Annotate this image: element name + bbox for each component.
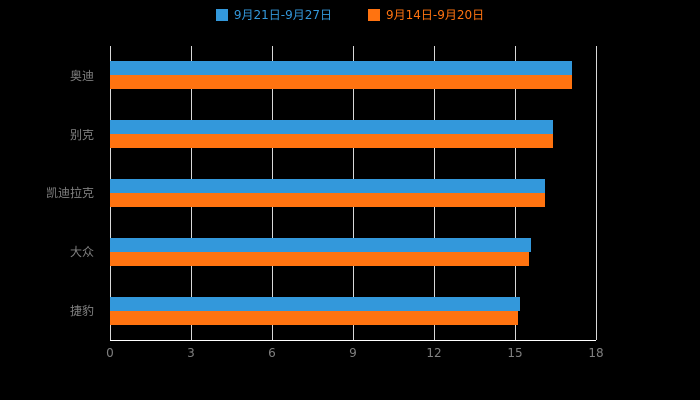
x-tick-label: 12 [426,346,442,360]
plot-area [110,46,597,341]
bar[interactable] [110,120,553,135]
x-tick-label: 0 [106,346,114,360]
x-tick-label: 3 [187,346,195,360]
gridline [596,46,597,340]
bar[interactable] [110,310,518,325]
bar[interactable] [110,296,521,311]
bar[interactable] [110,75,572,90]
category-label: 凯迪拉克 [45,186,94,201]
bar-group [110,222,596,281]
category-label: 大众 [69,245,94,260]
category-label: 捷豹 [69,304,94,319]
legend: 9月21日-9月27日 9月14日-9月20日 [0,8,700,22]
x-tick-label: 15 [507,346,523,360]
bar[interactable] [110,61,572,76]
bar[interactable] [110,251,529,266]
bar[interactable] [110,178,545,193]
category-label: 奥迪 [69,68,94,83]
bar[interactable] [110,237,532,252]
bar[interactable] [110,134,553,149]
legend-item[interactable]: 9月14日-9月20日 [368,8,484,22]
category-labels: 奥迪别克凯迪拉克大众捷豹 [0,46,102,340]
category-label: 别克 [69,127,94,142]
legend-label: 9月21日-9月27日 [233,8,332,22]
legend-swatch-icon [368,9,380,21]
x-tick-label: 9 [349,346,357,360]
bar[interactable] [110,192,545,207]
x-tick-label: 6 [268,346,276,360]
legend-label: 9月14日-9月20日 [386,8,485,22]
bar-group [110,164,596,223]
legend-swatch-icon [215,9,228,21]
bar-group [110,105,596,164]
legend-item[interactable]: 9月21日-9月27日 [215,8,332,22]
bar-group [110,46,596,105]
x-axis-labels: 0 3 6 9 12 15 18 [106,346,603,362]
bar-group [110,281,596,340]
x-tick-label: 18 [588,346,604,360]
